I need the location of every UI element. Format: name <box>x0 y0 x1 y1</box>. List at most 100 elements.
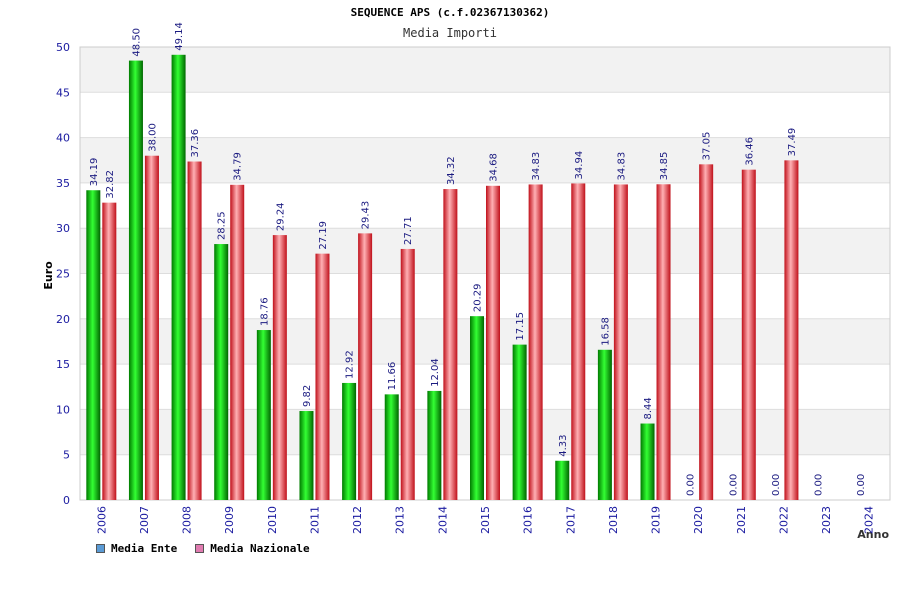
legend-item-media-ente: Media Ente <box>96 542 177 555</box>
bar-media-nazionale <box>272 235 287 500</box>
x-tick-label: 2011 <box>308 506 321 534</box>
x-tick-label: 2019 <box>650 506 663 534</box>
data-label-media-ente: 0.00 <box>856 474 867 496</box>
data-label-media-ente: 17.15 <box>515 312 526 341</box>
bar-media-nazionale <box>144 155 159 500</box>
data-label-media-ente: 34.19 <box>89 158 100 187</box>
data-label-media-ente: 9.82 <box>302 385 313 407</box>
data-label-media-nazionale: 32.82 <box>105 170 116 199</box>
bar-media-nazionale <box>741 169 756 500</box>
data-label-media-ente: 8.44 <box>643 397 654 419</box>
data-label-media-nazionale: 34.83 <box>616 152 627 181</box>
x-tick-label: 2013 <box>394 506 407 534</box>
x-tick-label: 2024 <box>863 506 876 534</box>
data-label-media-ente: 0.00 <box>686 474 697 496</box>
data-label-media-nazionale: 29.24 <box>275 202 286 231</box>
bar-media-nazionale <box>315 253 330 500</box>
bar-media-ente <box>470 316 484 500</box>
grid-band <box>80 47 890 93</box>
grid-band <box>80 92 890 138</box>
x-tick-label: 2018 <box>607 506 620 534</box>
data-label-media-nazionale: 34.79 <box>233 152 244 181</box>
data-label-media-nazionale: 34.83 <box>531 152 542 181</box>
data-label-media-nazionale: 38.00 <box>147 123 158 152</box>
legend-swatch-media-ente <box>96 544 105 553</box>
bar-media-ente <box>299 411 314 500</box>
data-label-media-nazionale: 34.32 <box>446 156 457 185</box>
data-label-media-ente: 18.76 <box>259 297 270 326</box>
bar-media-ente <box>555 460 570 500</box>
x-tick-label: 2022 <box>777 506 790 534</box>
bar-media-ente <box>597 349 612 500</box>
y-axis-label: Euro <box>42 261 55 290</box>
chart-title: SEQUENCE APS (c.f.02367130362) <box>350 6 550 19</box>
data-label-media-nazionale: 29.43 <box>361 201 372 230</box>
data-label-media-nazionale: 34.68 <box>489 153 500 182</box>
data-label-media-ente: 49.14 <box>174 22 185 51</box>
bar-media-ente <box>86 190 101 501</box>
y-tick-label: 40 <box>56 132 70 145</box>
data-label-media-ente: 20.29 <box>473 284 484 313</box>
x-tick-label: 2016 <box>522 506 535 534</box>
data-label-media-nazionale: 37.05 <box>702 132 713 161</box>
data-label-media-ente: 16.58 <box>600 317 611 346</box>
legend-label-media-ente: Media Ente <box>111 542 178 555</box>
y-tick-label: 5 <box>63 449 70 462</box>
data-label-media-ente: 0.00 <box>771 474 782 496</box>
x-tick-label: 2023 <box>820 506 833 534</box>
x-tick-label: 2021 <box>735 506 748 534</box>
y-tick-label: 45 <box>56 86 70 99</box>
y-tick-label: 15 <box>56 358 70 371</box>
chart-legend: Media Ente Media Nazionale <box>96 542 310 555</box>
bar-media-nazionale <box>187 161 202 500</box>
bar-media-ente <box>214 244 229 500</box>
bar-media-nazionale <box>528 184 543 501</box>
bar-media-nazionale <box>486 185 500 500</box>
y-tick-label: 35 <box>56 177 70 190</box>
data-label-media-ente: 48.50 <box>131 28 142 57</box>
bar-media-nazionale <box>699 164 714 500</box>
x-tick-label: 2009 <box>223 506 236 534</box>
bar-media-nazionale <box>613 184 628 501</box>
bar-media-nazionale <box>784 160 799 500</box>
legend-swatch-media-nazionale <box>195 544 205 553</box>
x-tick-label: 2015 <box>479 506 492 534</box>
data-label-media-nazionale: 37.49 <box>787 128 798 157</box>
data-label-media-nazionale: 37.36 <box>190 129 201 158</box>
x-tick-label: 2008 <box>181 506 194 534</box>
data-label-media-ente: 11.66 <box>387 362 398 391</box>
bar-media-ente <box>128 60 143 501</box>
chart-subtitle: Media Importi <box>403 26 497 40</box>
y-tick-label: 20 <box>56 313 70 326</box>
data-label-media-ente: 12.92 <box>345 350 356 379</box>
bar-media-nazionale <box>102 202 117 500</box>
bar-media-ente <box>640 423 655 500</box>
bar-media-nazionale <box>400 248 415 500</box>
bar-media-ente <box>171 54 186 501</box>
data-label-media-ente: 12.04 <box>430 358 441 387</box>
bar-media-nazionale <box>230 184 245 500</box>
x-tick-label: 2012 <box>351 506 364 534</box>
data-label-media-ente: 0.00 <box>728 474 739 496</box>
y-tick-label: 25 <box>56 268 70 281</box>
bar-media-nazionale <box>656 184 671 500</box>
data-label-media-ente: 4.33 <box>558 435 569 457</box>
x-tick-label: 2007 <box>138 506 151 534</box>
legend-label-media-nazionale: Media Nazionale <box>210 542 310 555</box>
x-tick-label: 2014 <box>436 506 449 534</box>
bar-media-nazionale <box>358 233 373 500</box>
y-tick-label: 0 <box>63 494 70 507</box>
bar-media-ente <box>256 330 271 500</box>
data-label-media-nazionale: 34.94 <box>574 151 585 180</box>
x-tick-label: 2010 <box>266 506 279 534</box>
x-axis-label: Anno <box>857 528 889 541</box>
y-tick-label: 50 <box>56 41 70 54</box>
legend-item-media-nazionale: Media Nazionale <box>195 542 310 555</box>
bar-media-nazionale <box>443 189 458 501</box>
bar-media-nazionale <box>571 183 586 500</box>
data-label-media-ente: 0.00 <box>814 474 825 496</box>
data-label-media-nazionale: 36.46 <box>744 137 755 166</box>
data-label-media-ente: 28.25 <box>217 211 228 240</box>
bar-media-ente <box>427 390 442 500</box>
